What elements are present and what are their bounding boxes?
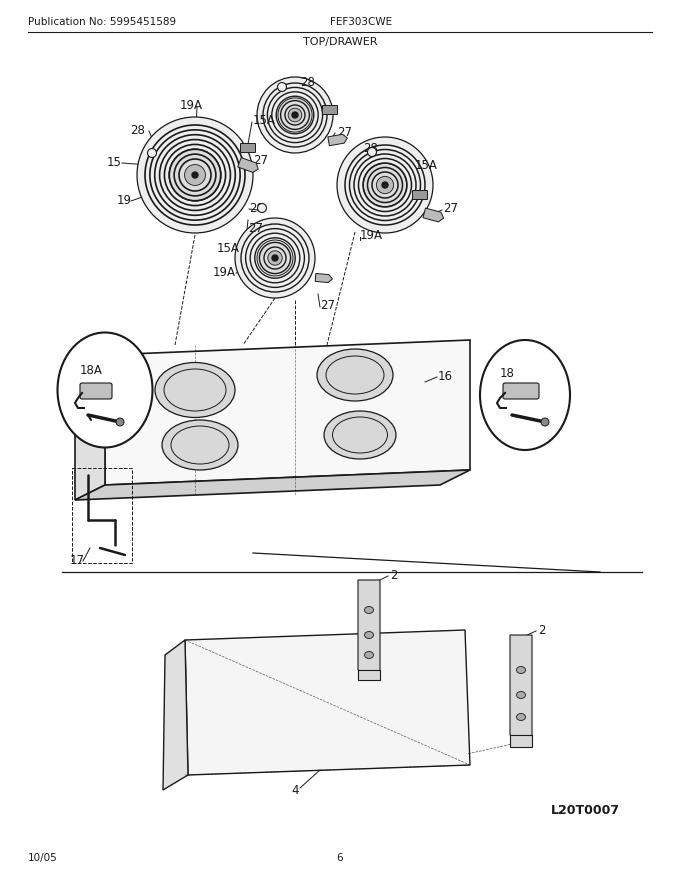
Ellipse shape: [364, 632, 373, 639]
Ellipse shape: [364, 606, 373, 613]
Text: 10/05: 10/05: [28, 853, 58, 863]
Text: 27: 27: [337, 126, 352, 138]
Text: 2: 2: [538, 624, 545, 636]
Text: 19: 19: [117, 194, 132, 207]
Polygon shape: [75, 355, 105, 500]
Text: 15A: 15A: [217, 241, 240, 254]
Text: FEF303CWE: FEF303CWE: [330, 17, 392, 27]
Text: 19A: 19A: [180, 99, 203, 112]
Circle shape: [184, 165, 205, 186]
Polygon shape: [315, 274, 333, 282]
Ellipse shape: [517, 692, 526, 699]
Text: 15A: 15A: [415, 158, 438, 172]
Circle shape: [116, 418, 124, 426]
Circle shape: [337, 137, 433, 233]
Polygon shape: [185, 630, 470, 775]
Text: 27: 27: [443, 202, 458, 215]
Circle shape: [382, 182, 388, 188]
Text: 18: 18: [500, 366, 515, 379]
Circle shape: [363, 164, 407, 207]
Circle shape: [277, 83, 286, 92]
Ellipse shape: [324, 411, 396, 459]
FancyBboxPatch shape: [413, 190, 428, 200]
Text: 28: 28: [130, 123, 145, 136]
Text: 28: 28: [300, 76, 315, 89]
Polygon shape: [75, 470, 470, 500]
Polygon shape: [238, 158, 258, 172]
FancyBboxPatch shape: [241, 143, 256, 152]
Ellipse shape: [58, 333, 152, 448]
Text: 28: 28: [363, 142, 378, 155]
Circle shape: [367, 148, 377, 157]
Text: 16: 16: [438, 370, 453, 383]
Text: 18A: 18A: [80, 363, 103, 377]
Text: 27: 27: [320, 298, 335, 312]
Circle shape: [235, 218, 315, 298]
Text: 27: 27: [253, 153, 268, 166]
Text: 19A: 19A: [213, 266, 236, 278]
Bar: [72, 468, 132, 563]
Circle shape: [137, 117, 253, 233]
FancyBboxPatch shape: [80, 383, 112, 399]
Circle shape: [192, 172, 198, 178]
Ellipse shape: [155, 363, 235, 417]
Ellipse shape: [317, 349, 393, 401]
Text: 15A: 15A: [253, 114, 276, 127]
Text: 6: 6: [337, 853, 343, 863]
Ellipse shape: [162, 420, 238, 470]
Polygon shape: [510, 635, 532, 740]
Ellipse shape: [364, 651, 373, 658]
Text: Publication No: 5995451589: Publication No: 5995451589: [28, 17, 176, 27]
FancyBboxPatch shape: [322, 106, 337, 114]
Circle shape: [257, 77, 333, 153]
Circle shape: [278, 98, 312, 132]
Circle shape: [258, 203, 267, 212]
Ellipse shape: [480, 340, 570, 450]
Circle shape: [257, 240, 293, 276]
Polygon shape: [510, 735, 532, 747]
Text: 17: 17: [70, 554, 85, 567]
Polygon shape: [358, 580, 380, 675]
Ellipse shape: [517, 714, 526, 721]
Circle shape: [376, 176, 394, 194]
Polygon shape: [328, 135, 347, 146]
Text: 19A: 19A: [360, 229, 383, 241]
Text: L20T0007: L20T0007: [551, 803, 620, 817]
Text: 15: 15: [107, 156, 122, 168]
Circle shape: [292, 112, 298, 118]
Text: 28: 28: [249, 202, 264, 215]
Text: 27: 27: [248, 222, 263, 234]
Polygon shape: [105, 340, 470, 485]
Text: 4: 4: [291, 783, 299, 796]
Text: TOP/DRAWER: TOP/DRAWER: [303, 37, 377, 47]
Polygon shape: [423, 208, 443, 222]
Circle shape: [148, 149, 156, 158]
Ellipse shape: [517, 666, 526, 673]
Circle shape: [272, 255, 278, 261]
Circle shape: [541, 418, 549, 426]
Circle shape: [288, 108, 302, 121]
FancyBboxPatch shape: [503, 383, 539, 399]
Circle shape: [169, 149, 221, 202]
Text: 2: 2: [390, 568, 398, 582]
Polygon shape: [358, 670, 380, 680]
Circle shape: [268, 251, 282, 265]
Polygon shape: [163, 640, 188, 790]
